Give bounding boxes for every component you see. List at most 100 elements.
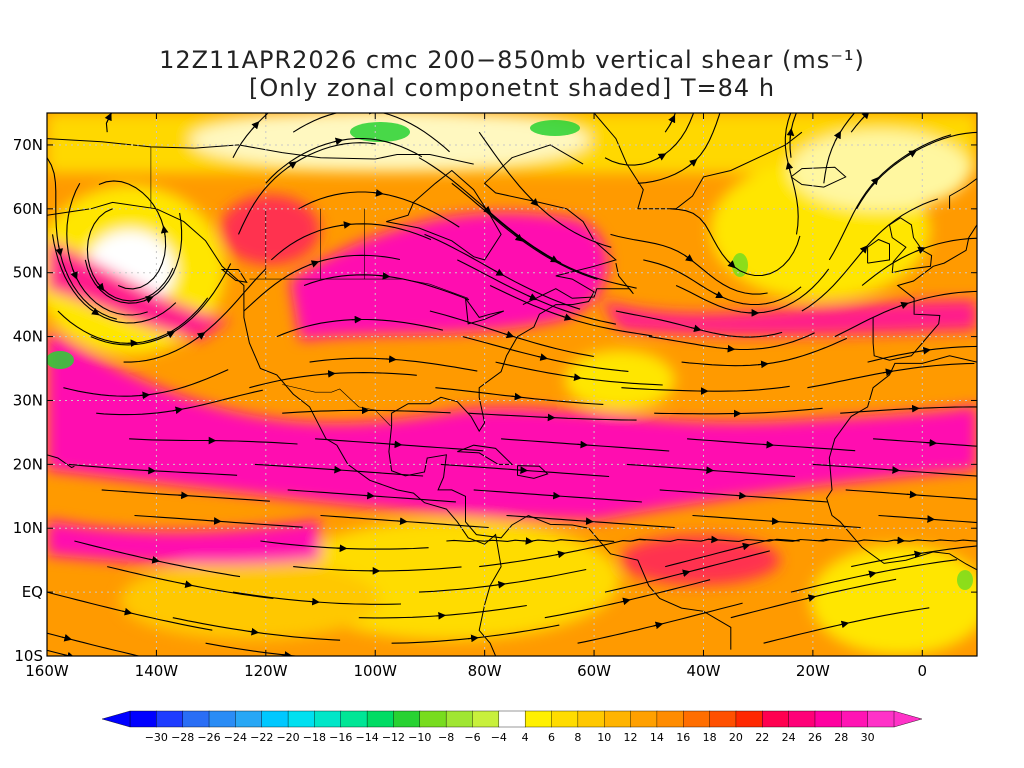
- streamline-arrow: [332, 137, 344, 146]
- streamline-arrow: [248, 627, 260, 636]
- streamline-arrow: [96, 281, 105, 292]
- streamline-arrow: [379, 272, 391, 280]
- streamline-arrow: [870, 176, 879, 186]
- colorbar-swatch: [182, 710, 210, 728]
- streamline-arrow: [121, 607, 133, 616]
- streamline-arrow: [210, 517, 222, 525]
- streamline-arrow: [691, 324, 702, 333]
- streamline-arrow: [736, 491, 747, 500]
- streamline-arrow: [90, 307, 100, 316]
- colorbar-label: 24: [782, 731, 796, 744]
- streamline-arrow: [435, 611, 447, 620]
- colorbar-swatch: [287, 710, 315, 728]
- streamline-arrow: [571, 373, 582, 381]
- colorbar-min-arrow: [101, 710, 131, 728]
- streamline-arrow: [537, 353, 549, 361]
- lon-tick-label: 20W: [796, 662, 830, 680]
- coastline: [949, 177, 977, 209]
- coastline: [888, 217, 933, 274]
- streamline-arrow: [739, 542, 751, 551]
- map-title: 12Z11APR2026 cmc 200−850mb vertical shea…: [159, 46, 865, 74]
- map-subtitle: [Only zonal componetnt shaded] T=84 h: [248, 74, 776, 102]
- coastline: [47, 454, 75, 469]
- streamline-arrow: [838, 620, 850, 629]
- colorbar-swatch: [498, 710, 526, 728]
- streamline-arrow: [251, 121, 260, 130]
- streamline-arrow: [582, 517, 594, 526]
- streamline-arrow: [907, 150, 917, 158]
- lon-tick-label: 120W: [244, 662, 288, 680]
- colorbar-swatch: [208, 710, 236, 728]
- streamline-arrow: [926, 438, 938, 447]
- streamline-arrow: [139, 391, 151, 400]
- colorbar-max-arrow: [893, 710, 923, 728]
- streamline-arrow: [911, 550, 923, 559]
- colorbar-swatch: [630, 710, 658, 728]
- colorbar-swatch: [472, 710, 500, 728]
- streamline-arrow: [308, 260, 320, 268]
- lat-tick-label: 50N: [13, 264, 43, 282]
- colorbar-swatch: [551, 710, 579, 728]
- streamline-arrow: [555, 550, 566, 559]
- colorbar-label: −24: [224, 731, 247, 744]
- streamline-arrow: [652, 621, 664, 630]
- colorbar-label: 16: [676, 731, 690, 744]
- streamline-arrow: [385, 355, 397, 363]
- streamline-arrow: [668, 114, 676, 126]
- streamline-arrow: [522, 537, 534, 545]
- streamline-arrow: [805, 594, 817, 602]
- coastline: [391, 144, 617, 433]
- coastline: [47, 138, 195, 149]
- colorbar-swatch: [683, 710, 711, 728]
- colorbar-label: 10: [597, 731, 611, 744]
- colorbar-label: −22: [250, 731, 273, 744]
- colorbar-label: 4: [522, 731, 529, 744]
- streamline-arrow: [684, 254, 694, 262]
- streamline-arrow: [178, 491, 189, 500]
- colorbar-swatch: [366, 710, 394, 728]
- streamline-arrow: [70, 268, 78, 280]
- streamline-arrow: [172, 406, 184, 415]
- streamline-arrow: [708, 535, 720, 544]
- lon-tick-label: 100W: [354, 662, 398, 680]
- colorbar-swatch: [156, 710, 184, 728]
- colorbar: −30 −28 −26 −24 −22 −20 −18 −16 −14 −12 −10 −8 −6 −4 4…: [101, 710, 923, 744]
- colorbar-label: 14: [650, 731, 664, 744]
- colorbar-label: −20: [276, 731, 299, 744]
- colorbar-swatch: [129, 710, 157, 728]
- coastline: [790, 166, 847, 188]
- streamline-arrow: [196, 332, 206, 340]
- colorbar-label: 8: [574, 731, 581, 744]
- streamline-arrow: [372, 189, 384, 197]
- streamline-arrow: [898, 301, 909, 310]
- colorbar-label: 18: [703, 731, 717, 744]
- lat-tick-label: 70N: [13, 136, 43, 154]
- streamline-arrow: [679, 569, 691, 577]
- coastline: [47, 201, 502, 656]
- streamline-arrow: [482, 205, 492, 214]
- streamline-arrow: [160, 225, 169, 238]
- colorbar-swatch: [841, 710, 869, 728]
- colorbar-label: −16: [329, 731, 352, 744]
- colorbar-label: −8: [438, 731, 454, 744]
- lat-tick-label: 40N: [13, 328, 43, 346]
- streamline-arrow: [324, 370, 336, 378]
- colorbar-swatch: [235, 710, 263, 728]
- coastline: [388, 425, 732, 650]
- streamline-arrow: [882, 368, 894, 377]
- streamline-arrow: [713, 291, 724, 298]
- streamline-arrow: [577, 440, 589, 449]
- colorbar-label: −26: [197, 731, 220, 744]
- streamline-arrow: [786, 127, 795, 140]
- colorbar-swatch: [524, 710, 553, 728]
- streamline-arrow: [495, 580, 507, 589]
- coastline: [522, 262, 634, 306]
- lat-lon-grid: [47, 113, 977, 656]
- streamline-arrow: [309, 597, 320, 606]
- streamline-arrow: [924, 515, 936, 523]
- colorbar-swatch: [577, 710, 605, 728]
- streamline-arrow: [889, 466, 901, 474]
- streamline-arrow: [514, 233, 524, 242]
